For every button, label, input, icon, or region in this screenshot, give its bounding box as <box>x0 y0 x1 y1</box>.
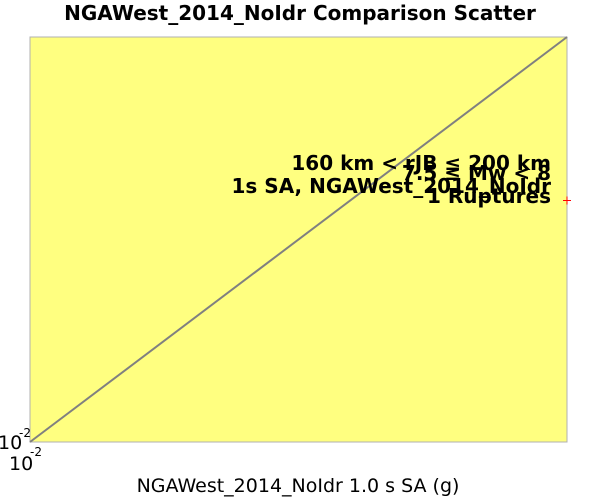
x-axis-label: NGAWest_2014_NoIdr 1.0 s SA (g) <box>137 475 460 497</box>
y-tick-base: 10 <box>0 432 22 454</box>
x-tick-base: 10 <box>9 453 33 475</box>
reference-line <box>29 36 568 443</box>
y-tick-exponent: -2 <box>19 426 31 440</box>
chart-title: NGAWest_2014_NoIdr Comparison Scatter <box>64 1 536 25</box>
x-tick-exponent: -2 <box>30 445 42 459</box>
annotation-rupture-count: 1 Ruptures <box>427 184 551 208</box>
y-tick-label: 10 -2 <box>0 426 31 454</box>
annotation-distance: 160 km < rJB ≤ 200 km <box>291 151 551 175</box>
data-point <box>563 196 571 205</box>
x-tick-label: 10 -2 <box>9 445 42 475</box>
annotation-magnitude: 7.5 ≤ Mw < 8 <box>402 161 551 185</box>
annotation-block: 160 km < rJB ≤ 200 km 7.5 ≤ Mw < 8 1s SA… <box>232 151 552 208</box>
data-points <box>563 196 571 205</box>
annotation-period-model: 1s SA, NGAWest_2014_NoIdr <box>232 174 552 198</box>
